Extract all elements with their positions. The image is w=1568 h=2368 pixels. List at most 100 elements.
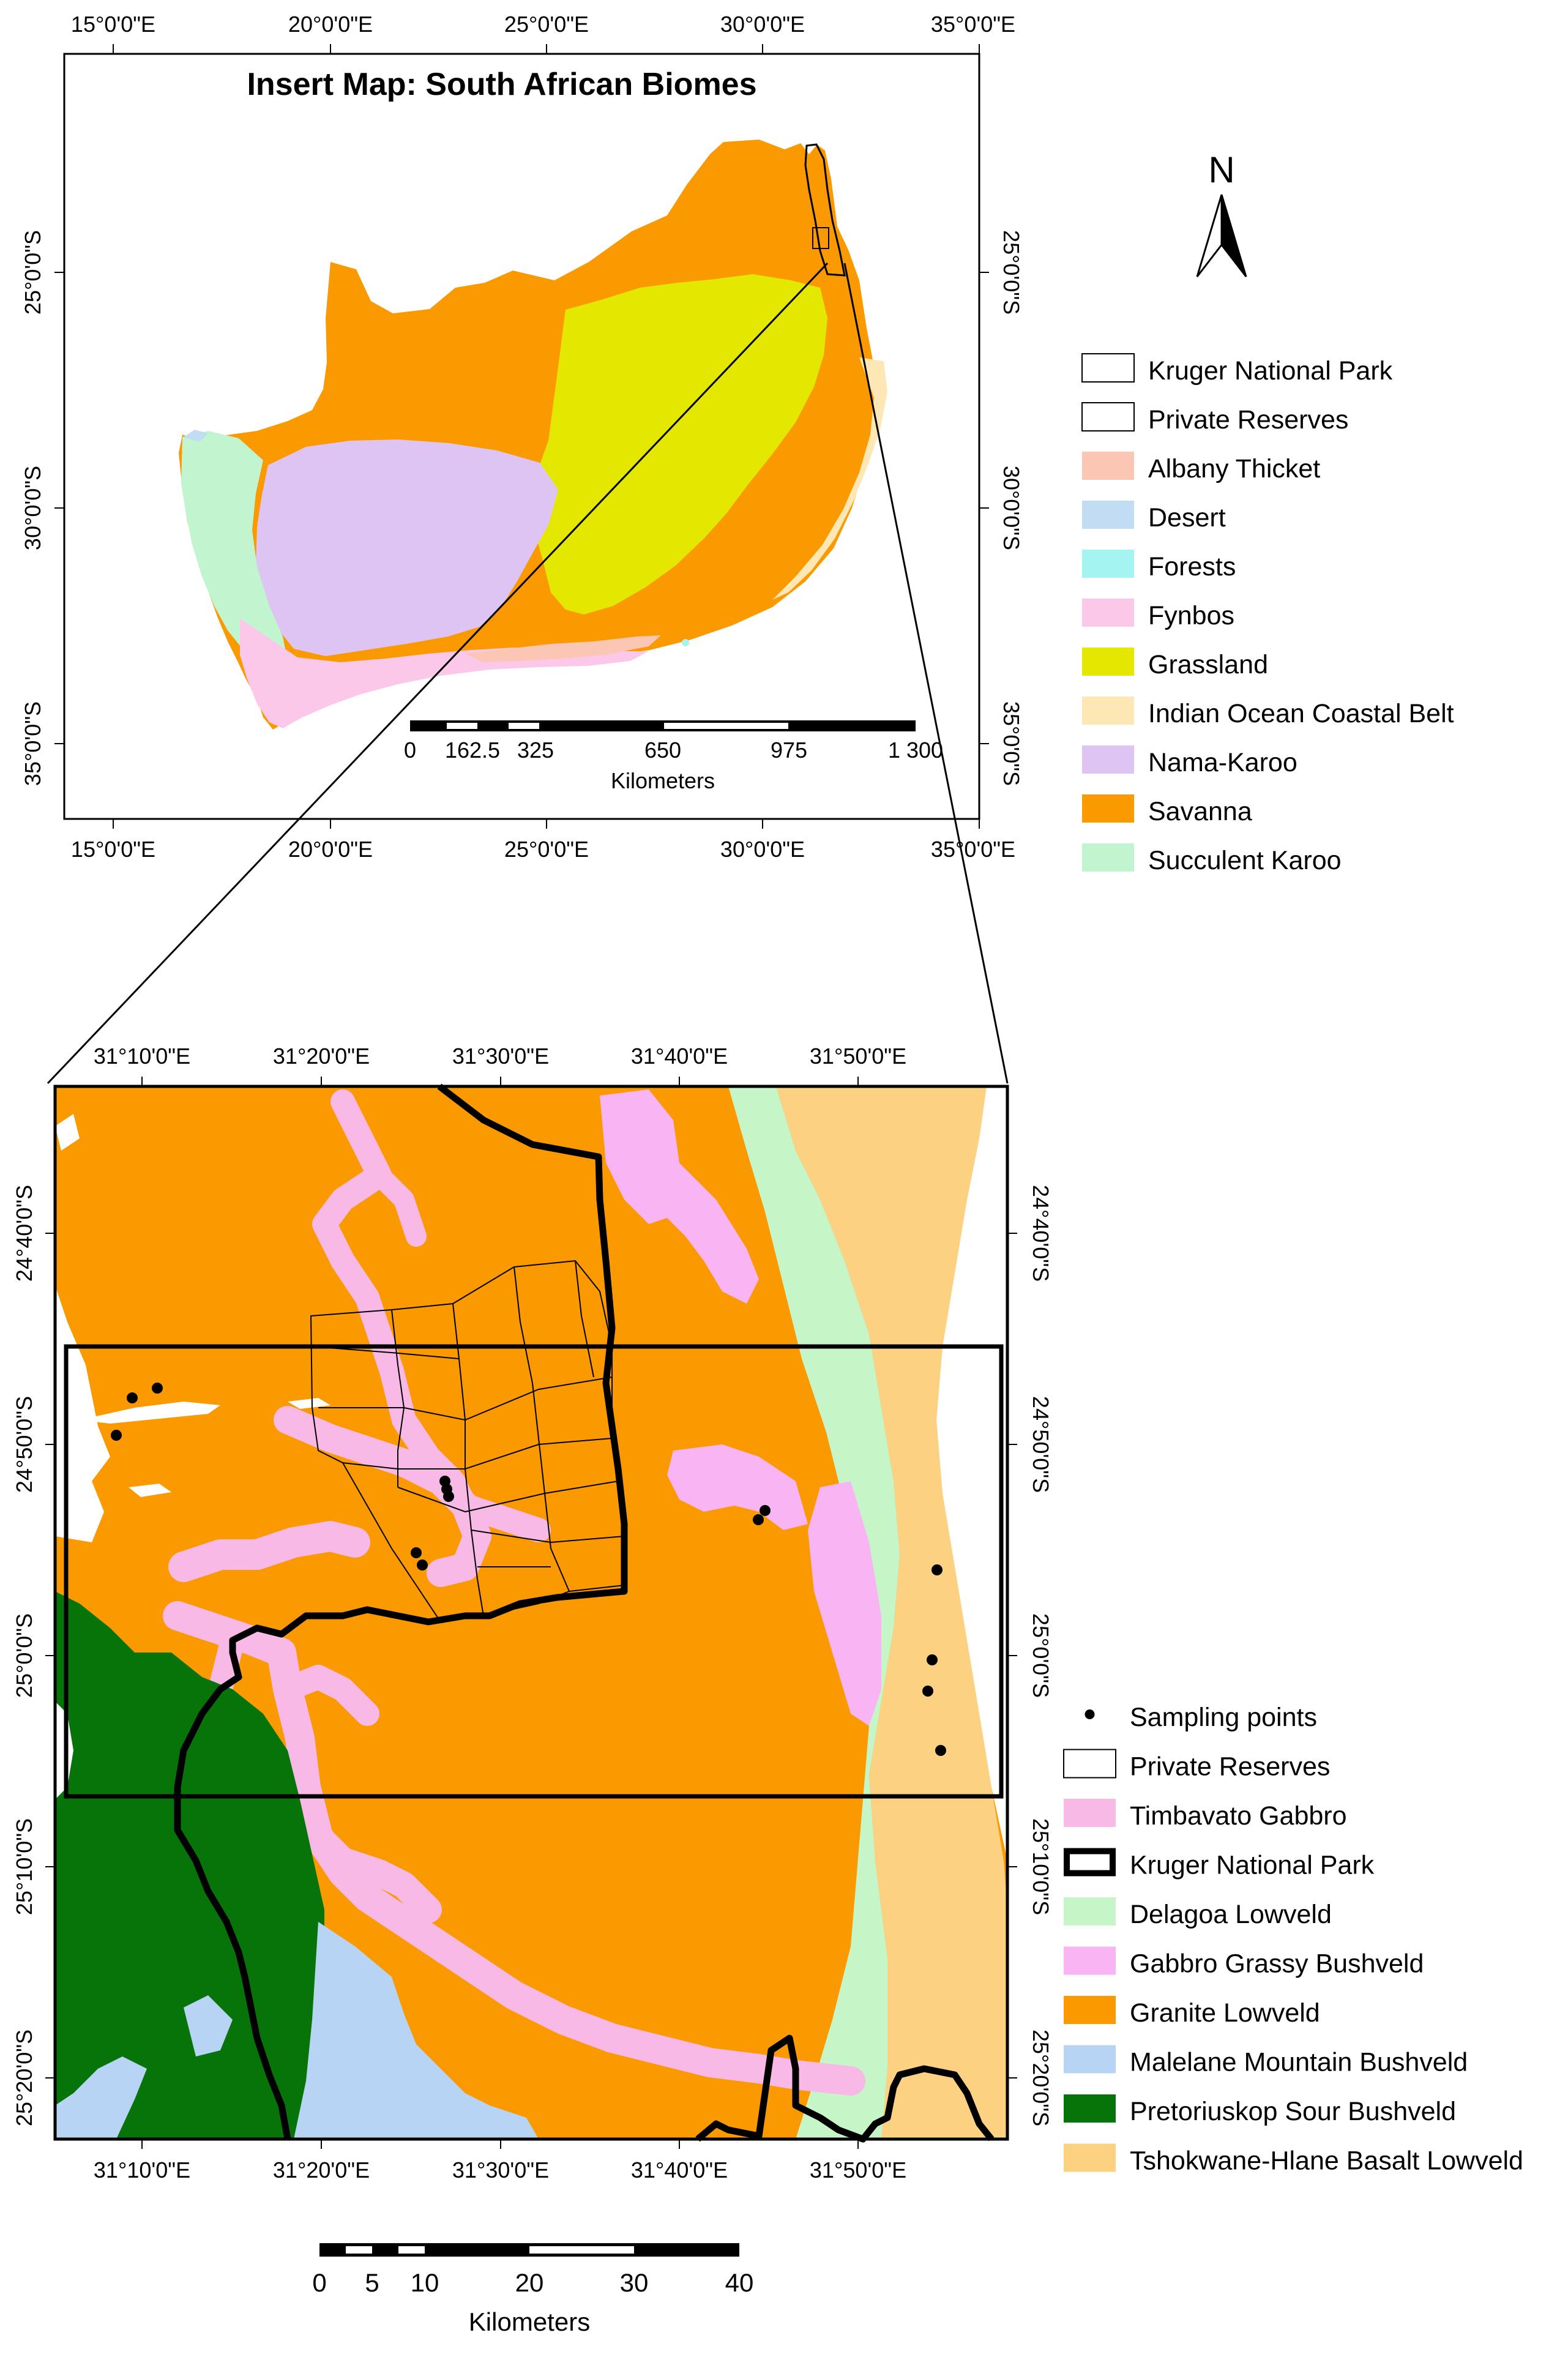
legend-label: Private Reserves [1148, 405, 1348, 435]
desert-region [184, 430, 208, 442]
tick-label: 31°20'0"E [273, 1044, 370, 1069]
sampling-point [753, 1514, 764, 1525]
legend-label: Forests [1148, 552, 1236, 581]
legend-swatch [1064, 2045, 1116, 2074]
legend-item: Sampling points [1085, 1703, 1317, 1732]
malelane-mountain-bushveld-region [184, 1995, 233, 2056]
tick-label: 31°30'0"E [452, 1044, 549, 1069]
sampling-point [127, 1392, 138, 1403]
insert-map: 15°0'0"E 20°0'0"E 25°0'0"E 30°0'0"E 35°0… [20, 12, 1024, 862]
legend-label: Desert [1148, 503, 1226, 532]
legend-label: Succulent Karoo [1148, 846, 1342, 875]
tick-label: 24°40'0"S [12, 1185, 37, 1282]
legend-label: Grassland [1148, 650, 1268, 679]
tick-label: 15°0'0"E [71, 837, 155, 862]
sampling-point [760, 1505, 771, 1516]
main-legend: Sampling points Private Reserves Timbavato… [1063, 1703, 1523, 2176]
tick-label: 31°10'0"E [94, 1044, 190, 1069]
legend-label: Granite Lowveld [1130, 1998, 1320, 2028]
legend-item: Private Reserves [1081, 402, 1348, 435]
legend-item: Kruger National Park [1064, 1848, 1375, 1880]
insert-legend: Kruger National Park Private Reserves Alba… [1081, 353, 1454, 875]
legend-swatch [1082, 697, 1134, 725]
legend-item: Private Reserves [1063, 1749, 1330, 1782]
tick-label: 31°50'0"E [810, 2157, 906, 2183]
no-data-region-west [288, 1398, 330, 1409]
main-left-tick-labels: 24°40'0"S 24°50'0"S 25°0'0"S 25°10'0"S 2… [12, 1185, 37, 2126]
legend-item: Succulent Karoo [1082, 843, 1342, 875]
legend-swatch [1064, 1799, 1116, 1827]
gabbro-grassy-bushveld-region [808, 1481, 881, 1726]
legend-item: Tshokwane-Hlane Basalt Lowveld [1064, 2143, 1523, 2176]
legend-swatch [1064, 1848, 1116, 1877]
tick-label: 35°0'0"E [931, 837, 1015, 862]
no-data-region-west [129, 1484, 171, 1497]
legend-swatch [1063, 1749, 1116, 1779]
north-arrow: N [1196, 149, 1247, 277]
sampling-point [111, 1430, 122, 1441]
indian-ocean-coastal-belt-region [772, 357, 887, 600]
tick-label: 35°0'0"S [20, 701, 45, 786]
tick-label: 30°0'0"E [720, 12, 805, 37]
fynbos-region [240, 618, 649, 728]
sampling-point [152, 1383, 163, 1394]
legend-label: Malelane Mountain Bushveld [1130, 2048, 1468, 2077]
insert-right-tick-labels: 25°0'0"S 30°0'0"S 35°0'0"S [999, 230, 1024, 786]
legend-item: Granite Lowveld [1064, 1996, 1320, 2028]
no-data-region-east [936, 1086, 1007, 1861]
legend-item: Forests [1082, 550, 1236, 581]
legend-item: Kruger National Park [1081, 353, 1393, 386]
sampling-point [922, 1686, 933, 1697]
nama-karoo-region [256, 439, 558, 656]
legend-swatch [1082, 452, 1134, 480]
albany-thicket-region [465, 635, 661, 662]
legend-label: Tshokwane-Hlane Basalt Lowveld [1130, 2146, 1523, 2176]
malelane-mountain-bushveld-region [55, 2056, 147, 2139]
main-scale-bar: 0 5 10 20 30 40 Kilometers [312, 2243, 753, 2336]
sampling-point [927, 1654, 938, 1665]
legend-swatch [1082, 501, 1134, 529]
legend-swatch [1081, 402, 1135, 431]
north-arrow-icon [1196, 194, 1223, 277]
insert-map-title: Insert Map: South African Biomes [247, 67, 756, 102]
legend-label: Timbavato Gabbro [1130, 1801, 1347, 1831]
tick-label: 30°0'0"E [720, 837, 805, 862]
legend-item: Malelane Mountain Bushveld [1064, 2045, 1468, 2077]
pretoriuskop-sour-bushveld-region [55, 1591, 324, 2139]
no-data-region-west [55, 1114, 80, 1151]
main-map-frame [53, 1085, 1009, 2141]
legend-swatch [1064, 1946, 1116, 1975]
legend-swatch [1082, 648, 1134, 676]
scale-label: 1 300 [888, 738, 943, 763]
tick-label: 25°0'0"S [999, 230, 1024, 315]
tick-label: 25°20'0"S [1028, 2030, 1053, 2126]
legend-label: Nama-Karoo [1148, 748, 1297, 777]
delagoa-lowveld-region [728, 1086, 900, 2139]
tick-label: 31°30'0"E [452, 2157, 549, 2183]
tick-label: 31°10'0"E [94, 2157, 190, 2183]
tick-label: 25°10'0"S [1028, 1818, 1053, 1915]
scale-label: 20 [515, 2268, 544, 2297]
legend-item: Albany Thicket [1082, 452, 1320, 484]
legend-label: Fynbos [1148, 601, 1234, 630]
insert-scale-bar: 0 162.5 325 650 975 1 300 Kilometers [404, 720, 943, 793]
tick-label: 30°0'0"S [999, 466, 1024, 550]
tick-label: 31°50'0"E [810, 1044, 906, 1069]
no-data-region-west [55, 1086, 110, 1542]
sampling-point [931, 1564, 943, 1575]
legend-item: Grassland [1082, 648, 1268, 679]
legend-swatch [1082, 843, 1134, 872]
tick-label: 15°0'0"E [71, 12, 155, 37]
legend-item: Desert [1082, 501, 1226, 532]
scale-label: 162.5 [445, 738, 500, 763]
main-map: 31°10'0"E 31°20'0"E 31°30'0"E 31°40'0"E … [12, 1044, 1053, 2336]
legend-label: Sampling points [1130, 1703, 1317, 1732]
sampling-points [111, 1383, 946, 1756]
tick-label: 25°0'0"S [20, 230, 45, 315]
legend-swatch [1064, 1897, 1116, 1925]
forests-region [682, 639, 689, 646]
kruger-national-park-boundary [174, 1083, 995, 2143]
scale-label: 325 [517, 738, 554, 763]
tick-label: 25°20'0"S [12, 2030, 37, 2126]
tick-label: 30°0'0"S [20, 466, 45, 550]
